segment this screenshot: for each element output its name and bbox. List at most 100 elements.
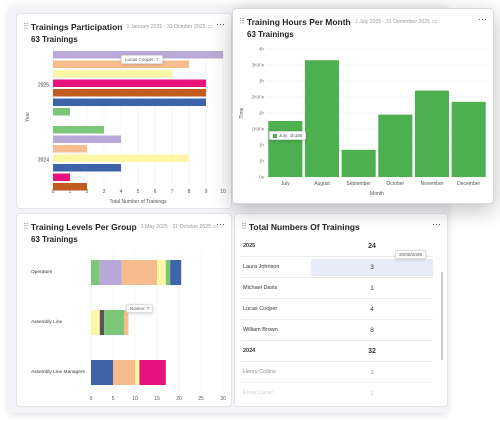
bar — [53, 183, 87, 191]
x-axis-label: Total Number of Trainings — [110, 199, 167, 205]
x-tick-label: December — [457, 181, 480, 187]
row-name: Henry Collins — [243, 369, 276, 375]
levels-header: ⠿ Training Levels Per Group 1 May 2025 -… — [23, 220, 225, 234]
y-tick-label: 1h — [259, 143, 265, 148]
row-value: 8 — [370, 326, 374, 334]
x-tick-label: September — [346, 181, 371, 187]
more-options-icon[interactable]: ⋯ — [216, 19, 225, 29]
bar-segment — [157, 260, 166, 285]
card-title: Trainings Participation — [30, 22, 123, 32]
x-tick-label: 5 — [112, 396, 115, 402]
bar — [53, 173, 70, 181]
bar — [53, 135, 121, 143]
row-value: 24 — [368, 242, 376, 250]
x-tick-label: July — [281, 181, 290, 187]
row-value: 2 — [370, 389, 374, 397]
y-tick-label: 1h — [259, 159, 265, 164]
bar — [53, 164, 121, 172]
x-tick-label: 7 — [171, 189, 174, 195]
table-row[interactable]: Lucas Cooper 4 — [241, 299, 433, 320]
table-group-row[interactable]: 2024 32 — [241, 341, 433, 362]
x-tick-label: 4 — [120, 189, 123, 195]
row-name: William Brown — [243, 327, 278, 333]
drag-handle-icon[interactable]: ⠿ — [239, 17, 245, 26]
bar — [53, 79, 206, 87]
y-tick-label: 2025 — [38, 82, 49, 88]
x-tick-label: October — [386, 181, 404, 187]
x-tick-label: 8 — [188, 189, 191, 195]
participation-card: ⠿ Trainings Participation 1 January 2025… — [16, 13, 232, 209]
bar-segment — [99, 260, 122, 285]
bar — [451, 101, 486, 177]
row-name: Michael Davis — [243, 285, 278, 291]
table-row[interactable]: Laura Johnson 3 — [241, 257, 433, 278]
row-value: 32 — [368, 347, 376, 355]
participation-chart: 0 1 2 3 4 5 6 7 8 9 10 Total Number of Trainings Yea… — [25, 50, 226, 205]
table-row[interactable]: Henry Collins 1 — [241, 362, 433, 383]
bar — [53, 60, 189, 68]
table-scrollbar[interactable] — [441, 272, 443, 360]
bar-segment — [121, 260, 157, 285]
bar-segment — [91, 310, 100, 335]
levels-chart: 0 5 10 15 20 25 30 Operators Assembly Line Assemb… — [31, 250, 226, 402]
y-axis-label: Year — [25, 112, 31, 122]
levels-card: ⠿ Training Levels Per Group 1 May 2025 -… — [16, 213, 232, 407]
row-tooltip: 20/08/2025 — [395, 250, 426, 259]
row-name: Laura Johnson — [243, 264, 280, 270]
drag-handle-icon[interactable]: ⠿ — [23, 22, 29, 31]
y-tick-label: 2h — [259, 111, 265, 116]
hours-chart: 0s 1h 1h 1h30s 2h 2h30s 3h 3h30s 4h Time July Augus… — [239, 47, 487, 197]
more-options-icon[interactable]: ⋯ — [216, 219, 225, 229]
bar-segment — [104, 310, 124, 335]
totals-header: ⠿ Total Numbers Of Trainings ⋯ — [241, 220, 441, 234]
table-row[interactable]: Emily Carter 2 — [241, 383, 433, 404]
table-group-row[interactable]: 2025 24 — [241, 236, 433, 257]
more-options-icon[interactable]: ⋯ — [478, 14, 487, 24]
date-range[interactable]: 1 July 2025 - 31 December 2025 — [354, 19, 431, 25]
calendar-icon[interactable]: ▭ — [432, 19, 438, 25]
x-tick-label: 1 — [69, 189, 72, 195]
bar — [378, 114, 413, 177]
y-tick-label: 2024 — [38, 157, 49, 163]
bar-segment — [139, 360, 166, 385]
y-axis-label: Time — [239, 107, 245, 118]
bar — [53, 98, 206, 106]
participation-header: ⠿ Trainings Participation 1 January 2025… — [23, 20, 225, 34]
bar-segment — [135, 360, 140, 385]
y-tick-label: Assembly Line — [31, 319, 63, 325]
bar — [341, 149, 376, 177]
card-title: Training Levels Per Group — [30, 222, 137, 232]
table-row[interactable]: Michael Davis 1 — [241, 278, 433, 299]
x-tick-label: 3 — [103, 189, 106, 195]
bar — [53, 89, 206, 97]
calendar-icon[interactable]: ▭ — [207, 24, 213, 30]
y-tick-label: Operators — [31, 269, 53, 275]
bar — [53, 126, 104, 134]
bar-segment — [113, 360, 135, 385]
tooltip-text: July: 1h18s — [279, 133, 303, 138]
x-tick-label: 0 — [52, 189, 55, 195]
table-row[interactable]: William Brown 8 — [241, 320, 433, 341]
y-tick-label: 1h30s — [251, 127, 264, 132]
drag-handle-icon[interactable]: ⠿ — [23, 222, 29, 231]
training-count: 63 Trainings — [31, 235, 78, 244]
bar-segment — [165, 260, 171, 285]
card-title: Training Hours Per Month — [246, 17, 351, 27]
hours-card[interactable]: ⠿ Training Hours Per Month 1 July 2025 -… — [232, 8, 494, 204]
x-tick-label: 9 — [205, 189, 208, 195]
drag-handle-icon[interactable]: ⠿ — [241, 222, 247, 231]
x-tick-label: 6 — [154, 189, 157, 195]
y-tick-label: 3h — [259, 79, 265, 84]
date-range[interactable]: 1 May 2025 - 31 October 2025 — [140, 224, 212, 230]
more-options-icon[interactable]: ⋯ — [432, 219, 441, 229]
row-name: Lucas Cooper — [243, 306, 278, 312]
x-axis-label: Month — [370, 191, 384, 197]
row-name: Emily Carter — [243, 390, 274, 396]
y-tick-label: 4h — [259, 47, 265, 52]
date-range[interactable]: 1 January 2025 - 31 October 2025 — [126, 24, 206, 30]
x-tick-label: 10 — [220, 189, 226, 195]
calendar-icon[interactable]: ▭ — [213, 224, 219, 230]
bar-segment — [170, 260, 182, 285]
row-value: 3 — [311, 258, 433, 276]
card-title: Total Numbers Of Trainings — [248, 222, 360, 232]
